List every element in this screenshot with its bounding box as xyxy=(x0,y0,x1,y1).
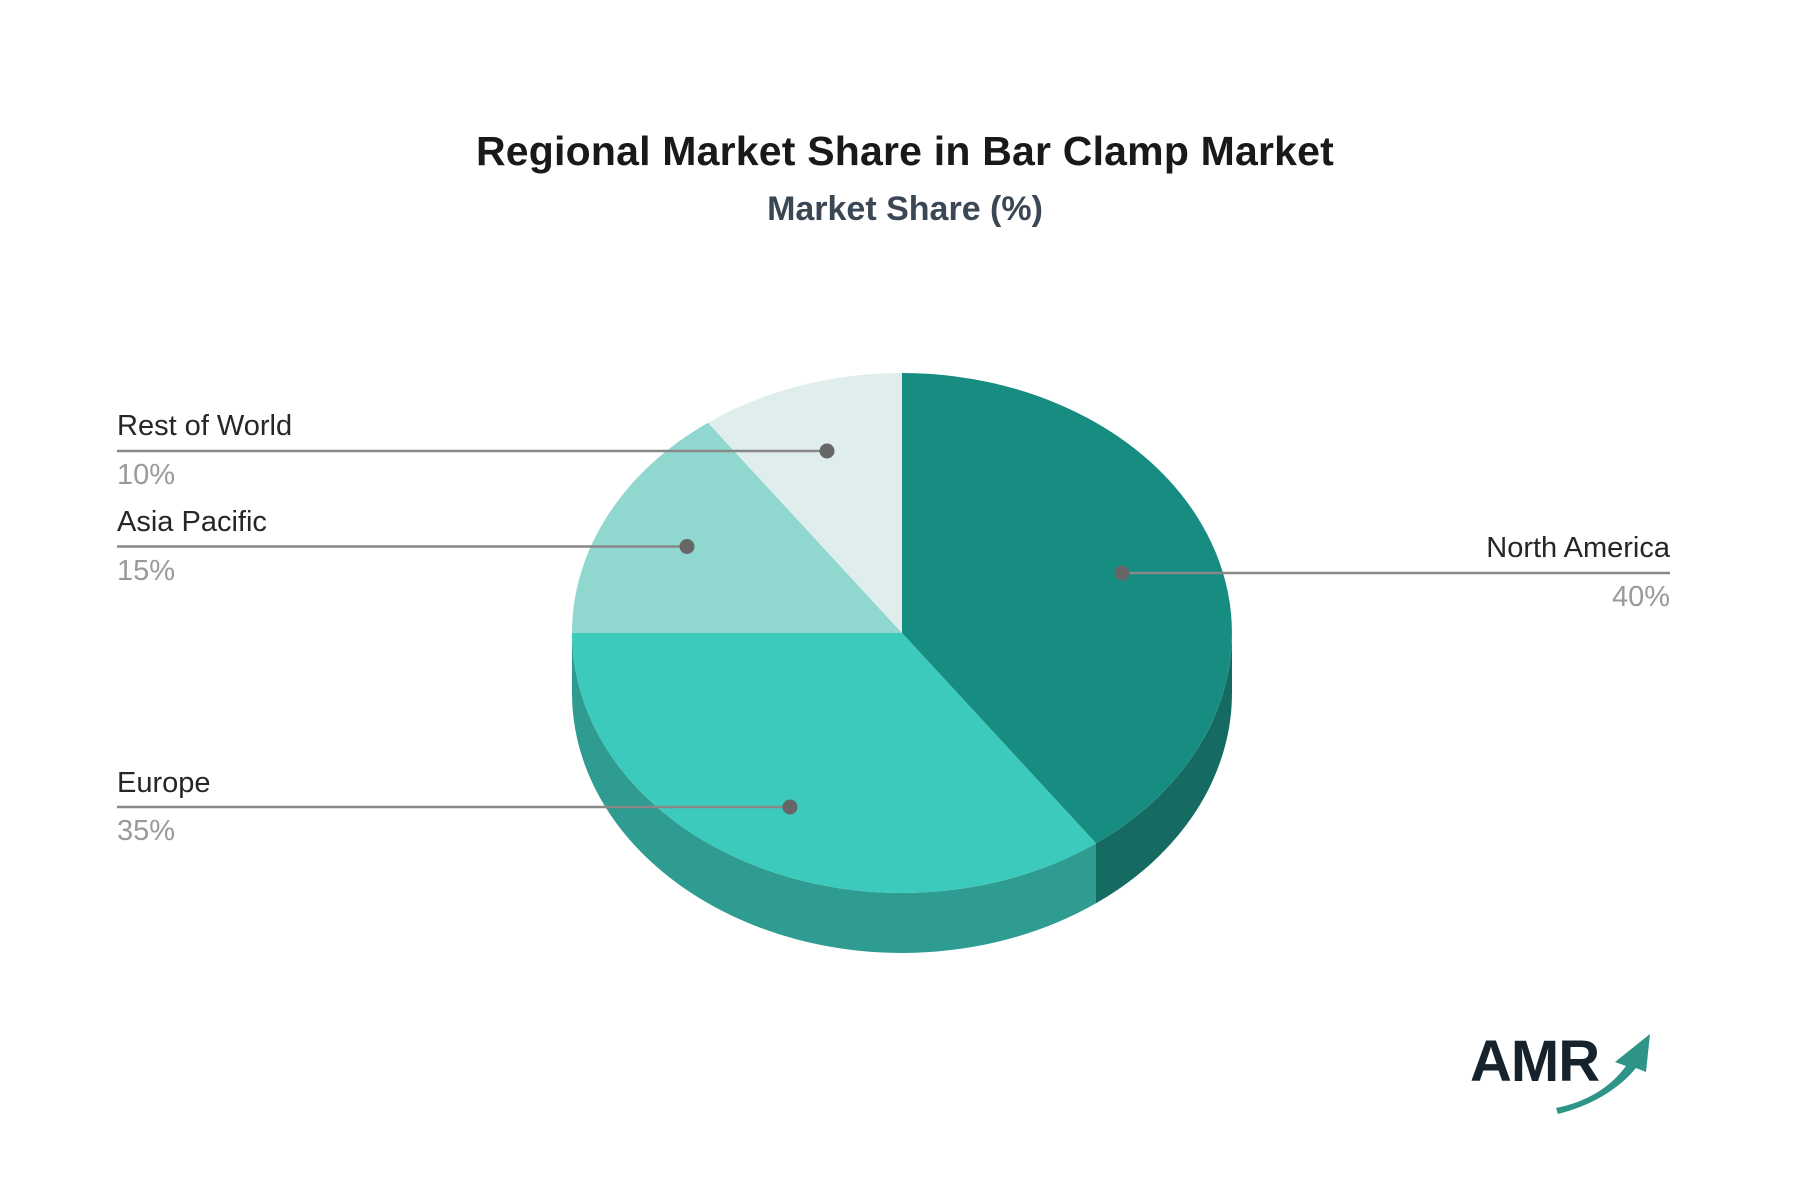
connector-dot-rest-of-world xyxy=(819,443,835,459)
percent-rest-of-world: 10% xyxy=(117,459,176,491)
percent-europe: 35% xyxy=(117,815,176,847)
label-asia-pacific: Asia Pacific xyxy=(117,506,267,538)
chart-subtitle: Market Share (%) xyxy=(767,190,1043,228)
connector-dot-europe xyxy=(782,799,798,815)
pie-side-north-america xyxy=(1096,633,1232,904)
percent-north-america: 40% xyxy=(1611,581,1670,613)
label-europe: Europe xyxy=(117,767,211,799)
pie-slice-asia-pacific[interactable] xyxy=(572,422,902,633)
amr-logo-arrow-icon xyxy=(1556,1034,1650,1114)
connector-dot-north-america xyxy=(1114,565,1130,581)
pie-slice-europe[interactable] xyxy=(572,633,1096,893)
amr-logo: AMR xyxy=(1470,1028,1670,1123)
pie-slice-north-america[interactable] xyxy=(902,373,1232,844)
pie-side-europe xyxy=(572,633,1096,953)
chart-title: Regional Market Share in Bar Clamp Marke… xyxy=(475,128,1335,174)
label-rest-of-world: Rest of World xyxy=(117,410,293,442)
percent-asia-pacific: 15% xyxy=(117,555,176,587)
amr-logo-text: AMR xyxy=(1470,1029,1600,1094)
pie-slice-rest-of-world[interactable] xyxy=(708,373,902,633)
connector-dot-asia-pacific xyxy=(679,539,695,554)
arrow-swoosh xyxy=(1556,1034,1650,1114)
label-north-america: North America xyxy=(1486,532,1670,564)
